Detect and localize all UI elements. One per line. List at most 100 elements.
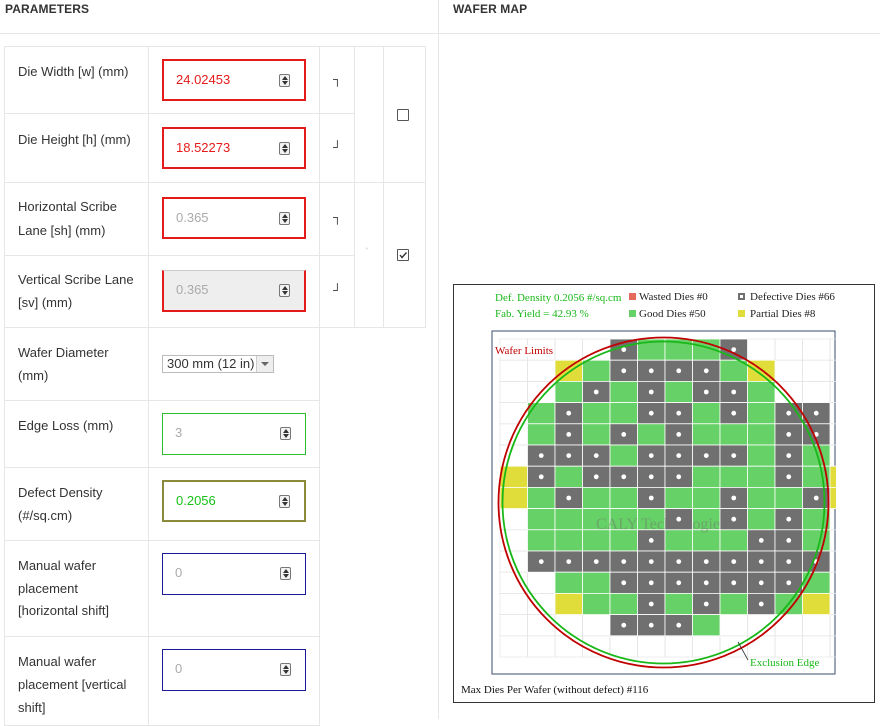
- h-scribe-input[interactable]: 0.365: [162, 197, 306, 239]
- die-cell: [554, 381, 583, 404]
- defect-dot: [758, 601, 764, 607]
- die-cell: [527, 508, 556, 531]
- die-cell: [527, 486, 556, 509]
- defect-dot: [566, 559, 572, 564]
- defect-dot: [786, 559, 792, 564]
- h-scribe-label-1: Horizontal Scribe: [18, 199, 117, 214]
- spinner-icon[interactable]: [279, 212, 290, 225]
- defect-dot: [703, 453, 709, 458]
- wafer-limit-circle: [497, 336, 830, 669]
- defect-dot: [538, 559, 544, 564]
- die-cell: [747, 444, 776, 467]
- defect-dot: [648, 538, 654, 543]
- wafer-diameter-select[interactable]: 300 mm (12 in): [162, 355, 274, 373]
- edge-loss-label: Edge Loss (mm): [18, 418, 114, 433]
- checkmark-icon: [399, 252, 408, 259]
- die-cell: [747, 402, 776, 425]
- yield-text: Fab. Yield = 42.93 %: [495, 308, 589, 320]
- manual-h-shift-input[interactable]: 0: [162, 553, 306, 595]
- table-cell: [354, 182, 384, 328]
- wasted-swatch-icon: [629, 293, 636, 300]
- table-cell: [4, 46, 149, 114]
- defect-dot: [648, 453, 654, 458]
- defect-dot: [621, 368, 627, 374]
- die-height-input[interactable]: 18.52273: [162, 127, 306, 169]
- die-cell: [664, 592, 693, 615]
- defect-dot: [648, 622, 654, 628]
- defect-dot: [758, 559, 764, 564]
- die-width-label: Die Width [w] (mm): [18, 64, 129, 79]
- defect-dot: [566, 410, 572, 416]
- die-cell: [747, 465, 776, 488]
- link-scribe-checkbox[interactable]: [397, 249, 409, 261]
- manual-v-label-1: Manual wafer: [18, 654, 97, 669]
- edge-loss-input[interactable]: 3: [162, 413, 306, 455]
- table-cell: [4, 636, 149, 726]
- defect-dot: [648, 559, 654, 564]
- die-cell: [802, 592, 831, 615]
- grid-cell: [829, 338, 836, 361]
- table-cell: [383, 182, 426, 328]
- die-cell: [692, 402, 721, 425]
- die-width-input[interactable]: 24.02453: [162, 59, 306, 101]
- defect-dot: [676, 559, 682, 564]
- die-cell: [609, 486, 638, 509]
- spinner-icon[interactable]: [279, 142, 290, 155]
- grid-cell: [829, 359, 836, 382]
- table-cell: [319, 46, 355, 114]
- table-cell: [4, 540, 149, 637]
- die-cell: [527, 529, 556, 552]
- die-cell: [609, 592, 638, 615]
- wafer-diameter-selected: 300 mm (12 in): [167, 356, 255, 371]
- defect-dot: [786, 432, 792, 437]
- table-cell: [383, 46, 426, 183]
- defect-dot: [786, 538, 792, 543]
- die-cell: [747, 381, 776, 404]
- v-scribe-input: 0.365: [162, 270, 306, 312]
- spinner-icon[interactable]: [280, 567, 291, 580]
- defect-dot: [731, 516, 737, 522]
- die-height-value: 18.52273: [176, 140, 231, 155]
- die-cell: [692, 465, 721, 488]
- die-cell: [692, 486, 721, 509]
- manual-h-label-3: [horizontal shift]: [18, 603, 110, 618]
- defect-dot: [703, 580, 709, 586]
- defect-dot: [731, 580, 737, 586]
- manual-v-shift-input[interactable]: 0: [162, 649, 306, 691]
- defect-dot: [621, 432, 627, 437]
- defect-dot: [786, 516, 792, 522]
- manual-v-placeholder: 0: [175, 661, 183, 676]
- v-scribe-label-2: [sv] (mm): [18, 295, 73, 310]
- wafer-diameter-label-1: Wafer Diameter: [18, 345, 109, 360]
- defect-dot: [731, 453, 737, 458]
- max-dies-footer: Max Dies Per Wafer (without defect) #116: [461, 684, 649, 696]
- defect-density-label-1: Defect Density: [18, 485, 103, 500]
- column-divider: [438, 0, 439, 719]
- die-cell: [664, 381, 693, 404]
- defect-dot: [731, 389, 737, 395]
- defect-dot: [676, 453, 682, 458]
- spinner-icon[interactable]: [279, 495, 290, 508]
- spinner-icon[interactable]: [280, 663, 291, 676]
- die-cell: [609, 444, 638, 467]
- spinner-icon[interactable]: [279, 74, 290, 87]
- h-scribe-placeholder: 0.365: [176, 210, 209, 225]
- spinner-icon[interactable]: [280, 427, 291, 440]
- chevron-down-icon[interactable]: [256, 356, 273, 372]
- link-bracket-top-icon: ┐: [333, 72, 342, 86]
- link-bracket-bottom-icon: ┘: [333, 140, 342, 154]
- die-cell: [582, 423, 611, 446]
- defect-dot: [648, 495, 654, 501]
- defect-dot: [676, 580, 682, 586]
- die-cell: [747, 486, 776, 509]
- defect-dot: [676, 432, 682, 437]
- defect-dot: [731, 347, 737, 352]
- defect-density-input[interactable]: 0.2056: [162, 480, 306, 522]
- link-die-size-checkbox[interactable]: [397, 109, 409, 121]
- v-scribe-label-1: Vertical Scribe Lane: [18, 272, 134, 287]
- manual-h-label-2: placement: [18, 581, 78, 596]
- h-scribe-label-2: Lane [sh] (mm): [18, 223, 106, 238]
- defect-dot: [786, 453, 792, 458]
- defect-dot: [676, 474, 682, 480]
- die-cell: [582, 402, 611, 425]
